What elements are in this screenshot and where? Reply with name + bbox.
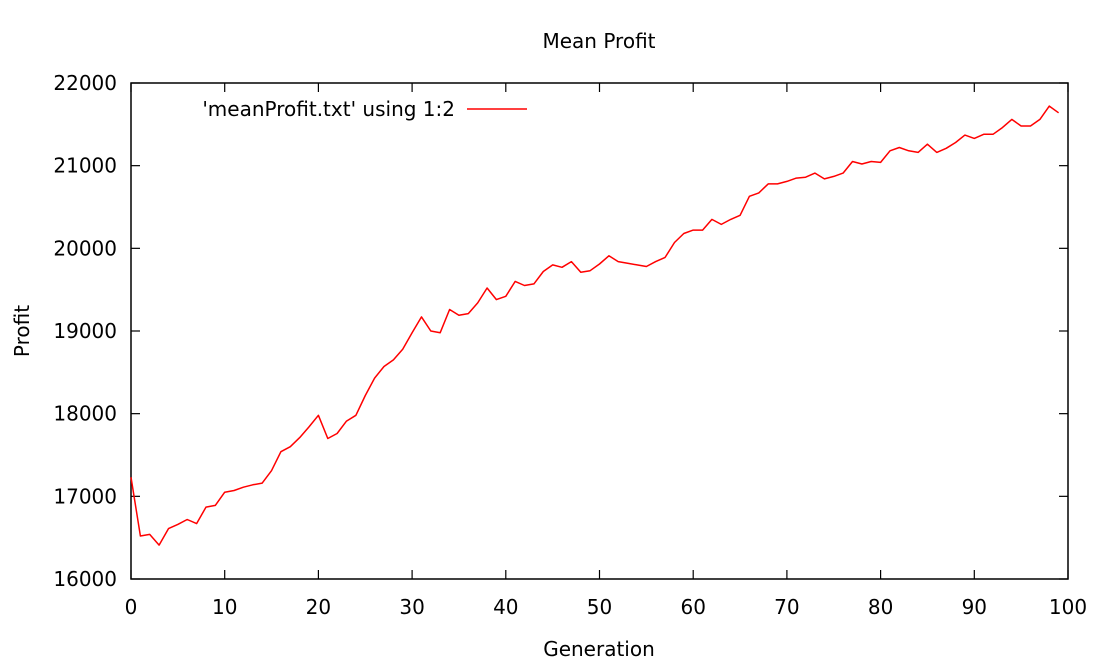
legend-entry-label: 'meanProfit.txt' using 1:2 (202, 97, 455, 121)
y-axis-label: Profit (10, 305, 34, 357)
plot-frame (130, 82, 1069, 580)
x-tick-label: 50 (587, 595, 612, 619)
series-layer (130, 105, 1060, 546)
y-axis-ticks: 16000 17000 18000 19000 20000 21000 22000 (53, 71, 1068, 591)
x-tick-label: 70 (774, 595, 799, 619)
x-tick-label: 80 (868, 595, 893, 619)
x-axis-ticks: 0 10 20 30 40 50 60 70 80 90 100 (125, 83, 1087, 619)
chart-title: Mean Profit (542, 29, 655, 53)
y-tick-label: 17000 (53, 484, 117, 508)
y-tick-label: 20000 (53, 236, 117, 260)
x-tick-label: 20 (306, 595, 331, 619)
x-tick-label: 60 (680, 595, 705, 619)
y-tick-label: 22000 (53, 71, 117, 95)
x-tick-label: 10 (212, 595, 237, 619)
x-tick-label: 0 (125, 595, 138, 619)
x-axis-label: Generation (543, 637, 655, 661)
series-line-0 (130, 105, 1060, 546)
y-tick-label: 19000 (53, 319, 117, 343)
y-tick-label: 18000 (53, 402, 117, 426)
y-tick-label: 21000 (53, 154, 117, 178)
x-tick-label: 100 (1049, 595, 1087, 619)
y-tick-label: 16000 (53, 567, 117, 591)
x-tick-label: 40 (493, 595, 518, 619)
x-tick-label: 30 (399, 595, 424, 619)
legend: 'meanProfit.txt' using 1:2 (202, 97, 527, 121)
x-tick-label: 90 (962, 595, 987, 619)
